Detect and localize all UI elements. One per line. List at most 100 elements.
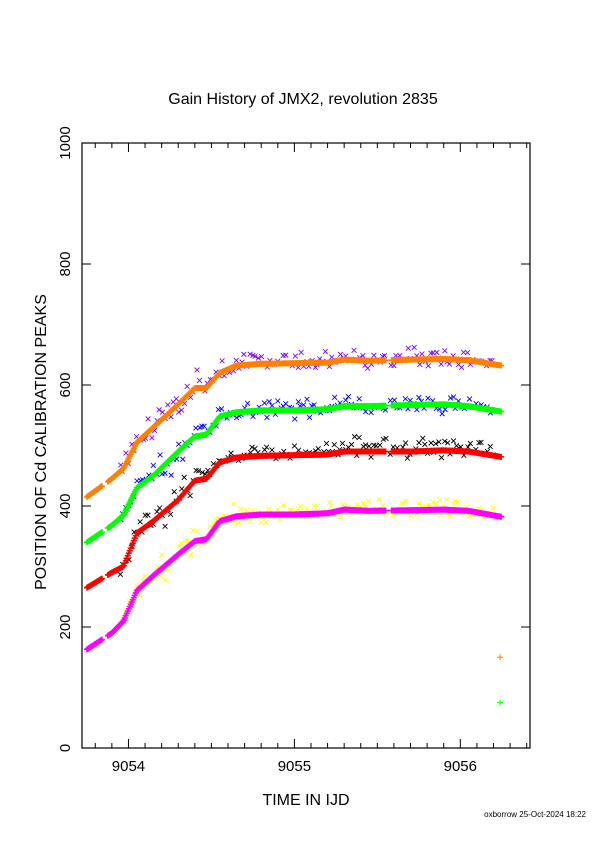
scatter-point (181, 474, 187, 481)
scatter-point (455, 499, 461, 505)
scatter-point (326, 499, 333, 506)
fit-point (498, 453, 505, 460)
scatter-point (447, 395, 454, 401)
scatter-point (436, 497, 443, 504)
chart-title: Gain History of JMX2, revolution 2835 (168, 91, 438, 108)
scatter-point (157, 573, 164, 579)
fit-point (119, 563, 126, 570)
scatter-point (331, 394, 338, 401)
scatter-point (252, 353, 258, 359)
scatter-point (261, 400, 268, 406)
scatter-point (381, 352, 388, 359)
scatter-point (233, 414, 240, 421)
scatter-point (230, 501, 237, 507)
scatter-point (162, 470, 168, 476)
scatter-point (343, 397, 349, 403)
scatter-point (252, 445, 258, 452)
scatter-point (165, 402, 171, 408)
scatter-point (188, 551, 194, 558)
scatter-point (247, 351, 253, 357)
fit-point (498, 408, 505, 415)
marker-layer (497, 654, 504, 706)
scatter-point (348, 441, 355, 448)
extra-marker-1 (497, 654, 504, 661)
extra-marker-2 (497, 699, 504, 706)
fit-point (98, 483, 105, 490)
fit-point (498, 513, 505, 520)
scatter-point (442, 348, 448, 354)
y-tick-label: 600 (57, 372, 74, 397)
scatter-point (280, 502, 287, 509)
scatter-point (345, 393, 352, 400)
scatter-point (390, 512, 396, 518)
scatter-point (438, 454, 445, 461)
scatter-point (328, 503, 334, 509)
scatter-point (199, 469, 206, 476)
scatter-point (179, 486, 185, 492)
scatter-point (478, 439, 484, 446)
scatter-point (167, 511, 174, 518)
scatter-point (323, 440, 330, 447)
y-tick-label: 800 (57, 251, 74, 276)
fit-point (382, 357, 389, 364)
scatter-point (450, 438, 457, 444)
scatter-point (405, 345, 412, 351)
scatter-point (163, 577, 169, 583)
x-axis-label: TIME IN IJD (262, 792, 349, 809)
scatter-point (416, 439, 422, 446)
scatter-point (452, 498, 458, 504)
scatter-point (241, 351, 247, 358)
scatter-point (162, 523, 168, 530)
scatter-point (165, 567, 171, 573)
scatter-point (247, 518, 253, 525)
scatter-point (269, 402, 275, 409)
scatter-point (145, 416, 151, 422)
scatter-point (464, 349, 471, 356)
scatter-point (458, 364, 465, 371)
scatter-point (219, 358, 225, 364)
scatter-point (150, 462, 157, 469)
y-axis-label: POSITION OF Cd CALIBRATION PEAKS (33, 294, 50, 590)
scatter-point (438, 361, 444, 367)
fit-series-3 (83, 447, 505, 591)
scatter-point (466, 396, 473, 402)
scatter-point (157, 452, 163, 458)
plot-frame (81, 142, 531, 749)
scatter-point (417, 361, 423, 368)
scatter-point (447, 513, 453, 519)
scatter-point (266, 398, 272, 405)
scatter-point (365, 498, 372, 504)
scatter-point (304, 506, 310, 512)
scatter-point (263, 519, 269, 525)
scatter-point (368, 454, 374, 460)
scatter-point (411, 344, 417, 351)
scatter-point (195, 468, 202, 474)
scatter-point (368, 409, 374, 416)
y-tick-label: 200 (57, 614, 74, 639)
scatter-point (446, 361, 453, 367)
scatter-point (300, 402, 307, 408)
scatter-point (351, 347, 357, 354)
scatter-layer (116, 344, 496, 627)
scatter-point (159, 552, 165, 558)
y-tick-label: 400 (57, 493, 74, 518)
scatter-point (425, 395, 431, 401)
scatter-point (391, 362, 397, 369)
scatter-point (117, 571, 124, 578)
scatter-point (228, 450, 234, 456)
scatter-point (264, 414, 270, 421)
scatter-point (433, 440, 439, 447)
y-tick-label: 0 (57, 744, 74, 752)
scatter-point (142, 573, 148, 579)
scatter-point (266, 506, 272, 512)
scatter-point (436, 439, 442, 445)
scatter-point (377, 442, 383, 448)
fit-point (382, 448, 389, 455)
scatter-point (442, 406, 448, 413)
scatter-point (298, 349, 304, 356)
scatter-point (215, 406, 222, 413)
scatter-point (154, 508, 160, 515)
scatter-point (322, 348, 329, 355)
